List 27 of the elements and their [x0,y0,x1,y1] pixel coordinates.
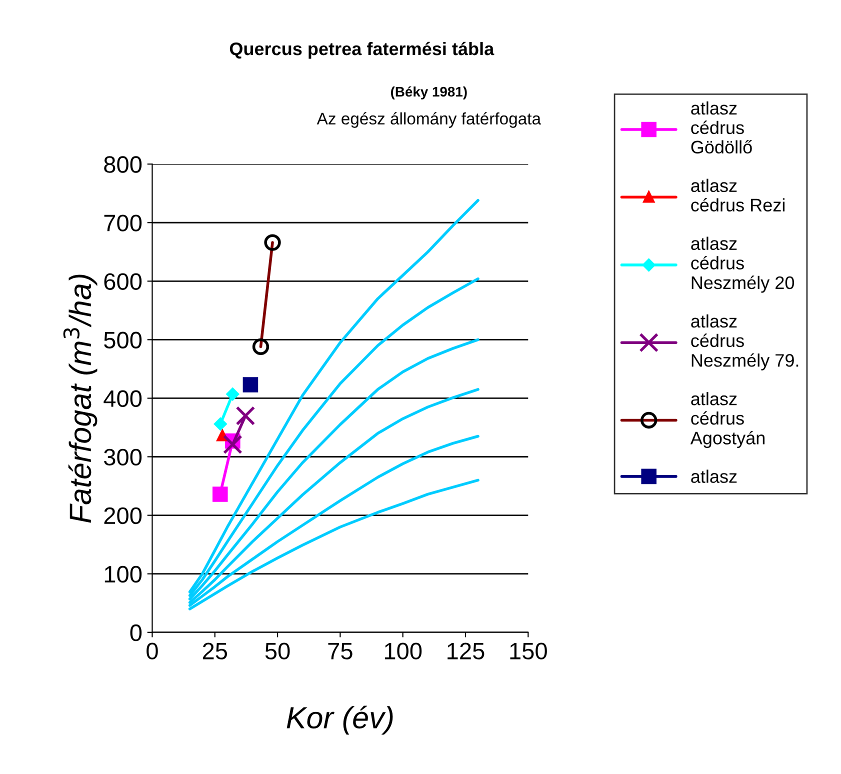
y-tick-label: 400 [104,390,142,408]
x-tick-label: 75 [328,642,352,660]
y-tick-label: 700 [104,214,142,232]
y-tick-label: 200 [104,507,142,524]
y-tick-label: 0 [130,624,142,642]
x-tick-label: 150 [510,642,547,660]
x-tick-label: 100 [384,642,422,660]
y-tick-label: 800 [104,156,142,173]
x-axis-title: Kor (év) [286,706,393,735]
legend-label: atlasz cédrus Agostyán [690,392,764,448]
legend-label: atlasz cédrus Neszmély 79. [691,314,798,370]
legend-label: atlasz [691,470,737,483]
x-tick-label: 50 [265,642,290,660]
y-tick-label: 300 [104,448,142,466]
y-tick-label: 600 [104,273,142,290]
y-tick-label: 500 [104,332,142,348]
x-tick-label: 25 [202,642,228,660]
legend-label: atlasz cédrus Gödöllő [691,101,752,154]
chart-subtitle: (Béky 1981) [391,86,467,100]
legend-label: atlasz cédrus Neszmély 20 [691,236,794,293]
legend-label: atlasz cédrus Rezi [691,178,784,212]
chart-title: Quercus petrea fatermési tábla [230,42,494,59]
y-tick-label: 100 [104,566,142,583]
y-axis-title: Fatérfogat (m$^{3}$/ha) [63,274,98,523]
text: Az egész állomány fatérfogata [316,112,542,128]
x-tick-label: 0 [146,642,158,660]
x-tick-label: 125 [448,642,484,660]
